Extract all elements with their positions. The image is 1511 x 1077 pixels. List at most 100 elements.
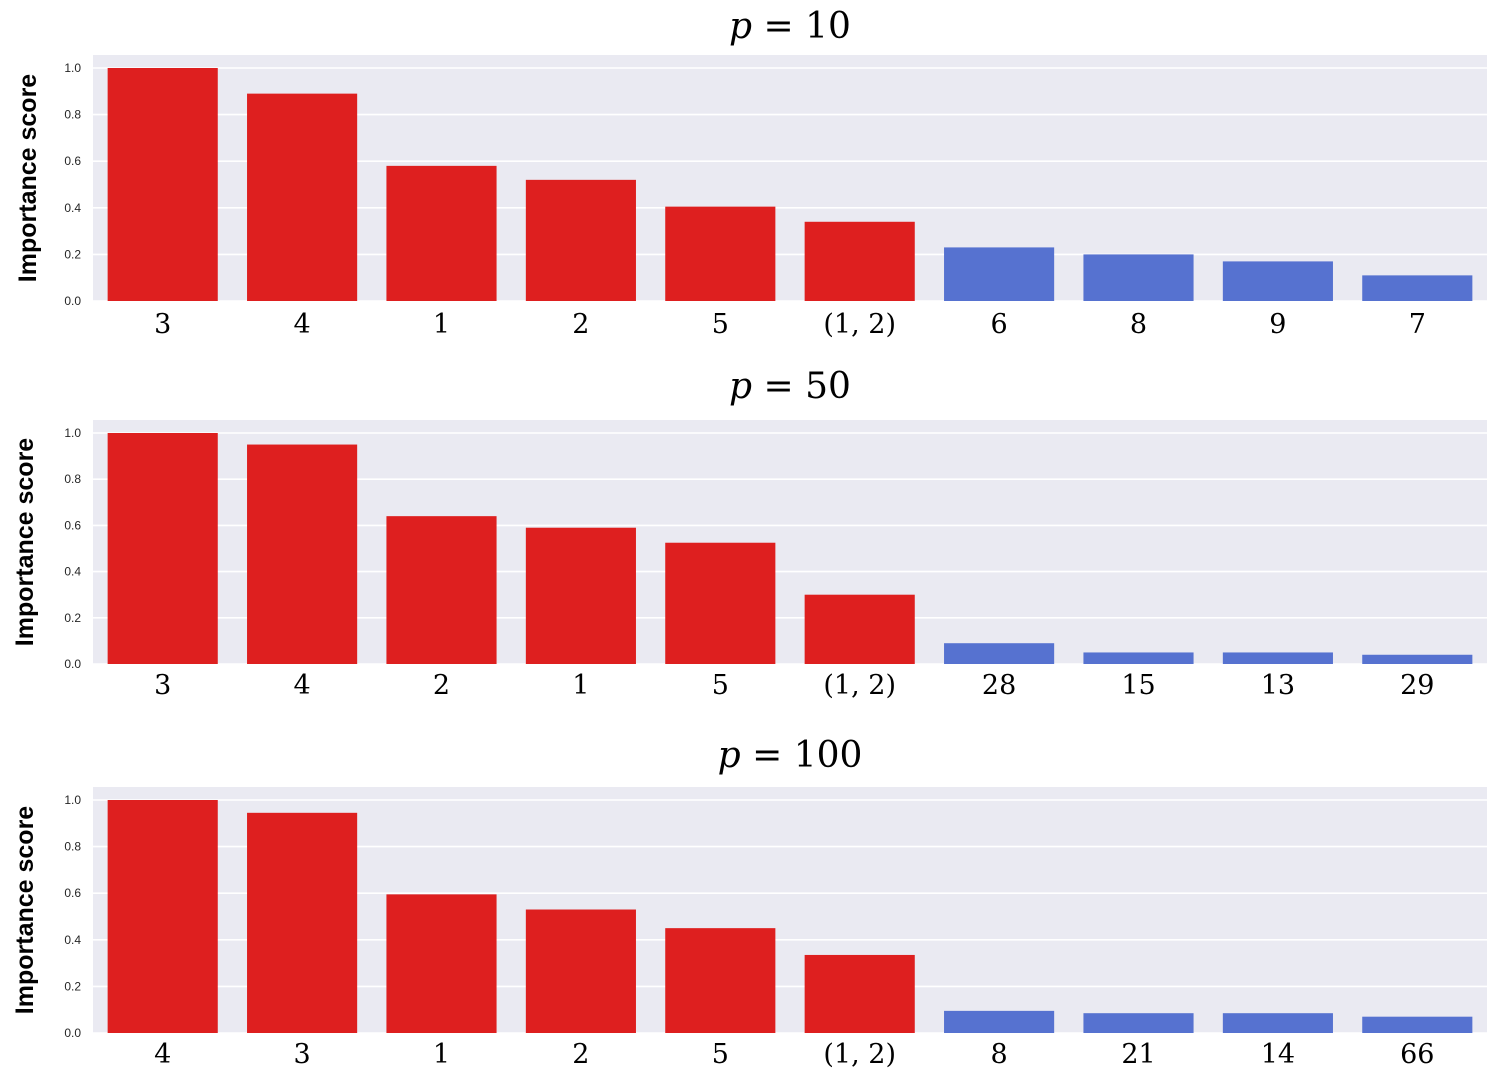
bar-1-10: [1362, 275, 1473, 301]
x-tick-label: 3: [154, 670, 171, 701]
chart-panel-3: 0.0 0.2 0.4 0.6 0.8 1.0 4 3 1 2 5 (1, 2) 8 21 14 66 Impo…: [11, 735, 1487, 1070]
bar-2-5: [665, 542, 776, 664]
x-tick-label: 2: [433, 670, 450, 701]
x-tick-label: 2: [572, 1039, 589, 1070]
bar-1-7: [944, 247, 1055, 301]
x-tick-label: 5: [712, 309, 729, 340]
title-variable: p: [729, 366, 764, 407]
x-tick-label: 3: [154, 309, 171, 340]
bar-3-4: [525, 909, 636, 1033]
x-tick-label: 15: [1121, 670, 1155, 701]
title-value: 100: [794, 735, 863, 776]
bar-3-2: [247, 812, 358, 1033]
y-tick-label: 1.0: [64, 793, 81, 807]
title-equals: =: [764, 6, 806, 47]
bar-1-6: [804, 221, 915, 301]
y-tick-label: 0.2: [64, 247, 81, 261]
y-tick-label: 0.2: [64, 611, 81, 625]
bar-1-1: [107, 68, 218, 301]
bar-2-3: [386, 516, 497, 664]
title-value: 10: [805, 6, 851, 47]
x-tick-label: 5: [712, 1039, 729, 1070]
bar-3-8: [1083, 1013, 1194, 1033]
y-axis-label: Importance score: [11, 438, 39, 647]
x-tick-label: 5: [712, 670, 729, 701]
x-tick-label: 13: [1261, 670, 1295, 701]
x-tick-label: 1: [433, 309, 450, 340]
bar-2-9: [1222, 652, 1333, 664]
y-tick-label: 0.0: [64, 1026, 81, 1040]
x-tick-label: 1: [433, 1039, 450, 1070]
chart-title: p = 50: [729, 366, 851, 407]
y-tick-label: 0.0: [64, 294, 81, 308]
bar-2-8: [1083, 652, 1194, 664]
y-tick-label: 0.8: [64, 472, 81, 486]
x-tick-label: 4: [294, 670, 311, 701]
y-tick-label: 1.0: [64, 61, 81, 75]
x-tick-label: 29: [1400, 670, 1434, 701]
x-axis: 3 4 1 2 5 (1, 2) 6 8 9 7: [154, 309, 1426, 340]
y-tick-label: 0.2: [64, 979, 81, 993]
bar-1-3: [386, 165, 497, 301]
title-value: 50: [805, 366, 851, 407]
y-tick-label: 0.6: [64, 886, 81, 900]
x-tick-label: 2: [572, 309, 589, 340]
bar-3-9: [1222, 1013, 1333, 1033]
bar-3-10: [1362, 1016, 1473, 1033]
chart-panel-1: 0.0 0.2 0.4 0.6 0.8 1.0 3 4 1 2 5 (1, 2) 6 8 9 7 Importa…: [14, 6, 1487, 340]
x-tick-label: 7: [1409, 309, 1426, 340]
x-axis: 4 3 1 2 5 (1, 2) 8 21 14 66: [154, 1039, 1434, 1070]
chart-panel-2: 0.00.20.40.60.81.03 4 2 1 5 (1, 2) 28 15 13 29Imp…: [11, 366, 1487, 701]
chart-title: p = 10: [729, 6, 851, 47]
x-tick-label: 8: [991, 1039, 1008, 1070]
bar-2-7: [944, 643, 1055, 664]
x-tick-label: 4: [154, 1039, 171, 1070]
bar-2-6: [804, 594, 915, 664]
bar-2-2: [247, 444, 358, 664]
title-variable: p: [729, 6, 764, 47]
bar-2-4: [525, 527, 636, 664]
chart-title: p = 100: [718, 735, 863, 776]
x-tick-label: (1, 2): [823, 670, 896, 701]
x-tick-label: 4: [294, 309, 311, 340]
y-tick-label: 0.8: [64, 108, 81, 122]
bar-1-5: [665, 206, 776, 301]
title-variable: p: [718, 735, 753, 776]
x-axis: 3 4 2 1 5 (1, 2) 28 15 13 29: [154, 670, 1434, 701]
bar-3-1: [107, 800, 218, 1033]
x-tick-label: 1: [572, 670, 589, 701]
bar-3-3: [386, 894, 497, 1033]
y-tick-label: 0.6: [64, 154, 81, 168]
x-tick-label: 14: [1261, 1039, 1295, 1070]
y-tick-label: 0.4: [64, 565, 81, 579]
bar-3-6: [804, 954, 915, 1033]
bar-1-8: [1083, 254, 1194, 301]
x-tick-label: 21: [1121, 1039, 1155, 1070]
bar-2-10: [1362, 654, 1473, 664]
title-equals: =: [752, 735, 794, 776]
bar-1-2: [247, 93, 358, 301]
x-tick-label: (1, 2): [823, 1039, 896, 1070]
bar-3-7: [944, 1010, 1055, 1033]
bar-2-1: [107, 433, 218, 664]
bar-3-5: [665, 928, 776, 1033]
bar-1-9: [1222, 261, 1333, 301]
y-axis-label: Importance score: [14, 74, 42, 283]
title-equals: =: [764, 366, 806, 407]
x-tick-label: 8: [1130, 309, 1147, 340]
x-tick-label: 6: [991, 309, 1008, 340]
y-tick-label: 0.8: [64, 840, 81, 854]
x-tick-label: (1, 2): [823, 309, 896, 340]
x-tick-label: 66: [1400, 1039, 1434, 1070]
x-tick-label: 3: [294, 1039, 311, 1070]
y-tick-label: 0.4: [64, 933, 81, 947]
y-tick-label: 1.0: [64, 426, 81, 440]
y-axis-label: Importance score: [11, 806, 39, 1015]
x-tick-label: 9: [1269, 309, 1286, 340]
y-tick-label: 0.4: [64, 201, 81, 215]
y-tick-label: 0.0: [64, 657, 81, 671]
y-tick-label: 0.6: [64, 518, 81, 532]
x-tick-label: 28: [982, 670, 1016, 701]
bar-1-4: [525, 179, 636, 301]
